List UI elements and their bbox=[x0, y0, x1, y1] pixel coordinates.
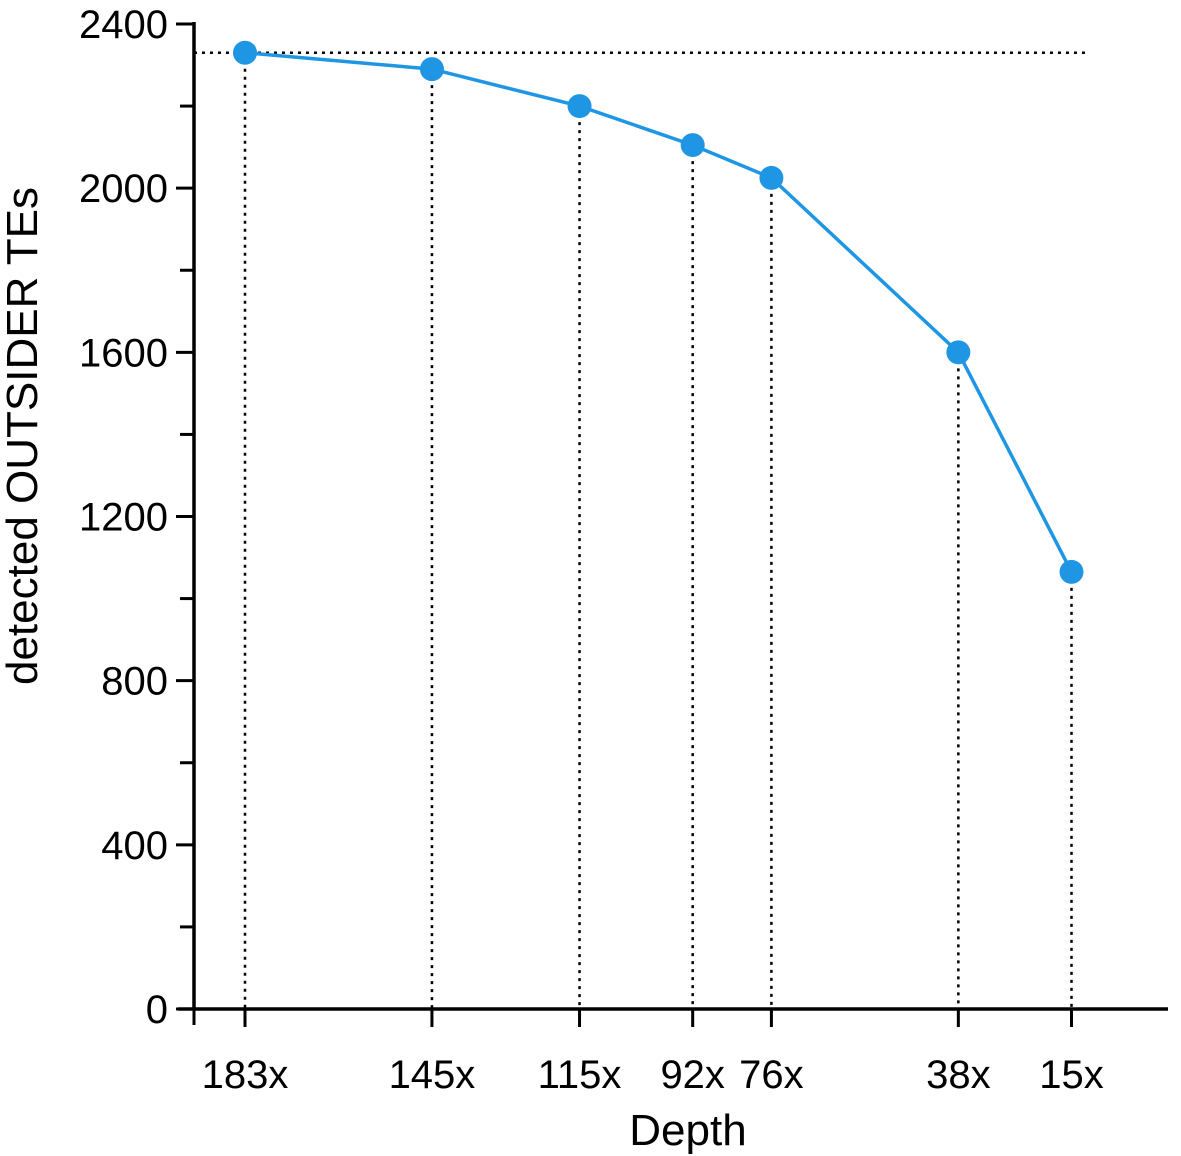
data-point bbox=[567, 94, 592, 119]
x-tick-label: 115x bbox=[538, 1053, 622, 1097]
drop-lines bbox=[243, 52, 1073, 1009]
x-tick-label: 183x bbox=[202, 1053, 289, 1097]
series-group bbox=[244, 50, 1074, 573]
data-point bbox=[946, 340, 971, 365]
data-point bbox=[1059, 559, 1084, 584]
data-point bbox=[680, 133, 705, 158]
x-tick-label: 92x bbox=[660, 1053, 725, 1097]
y-tick-label: 1200 bbox=[79, 496, 168, 540]
axes bbox=[178, 22, 1168, 1011]
y-tick-label: 800 bbox=[101, 660, 168, 704]
y-tick-label: 0 bbox=[146, 988, 168, 1032]
y-axis-ticks: 0 400 800 1200 1600 2000 2400 bbox=[79, 3, 194, 1032]
x-axis-ticks: 183x 145x 115x 92x 76x 38x 15x bbox=[192, 1009, 1104, 1097]
y-tick-label: 400 bbox=[101, 824, 168, 868]
x-tick-label: 15x bbox=[1039, 1053, 1104, 1097]
x-tick-label: 76x bbox=[739, 1053, 804, 1097]
series-line bbox=[244, 50, 1074, 573]
x-tick-label: 38x bbox=[926, 1053, 991, 1097]
y-tick-label: 2400 bbox=[79, 3, 168, 47]
y-tick-label: 1600 bbox=[79, 331, 168, 375]
x-axis-title: Depth bbox=[629, 1106, 746, 1155]
data-point bbox=[419, 57, 444, 82]
y-tick-label: 2000 bbox=[79, 167, 168, 211]
data-point bbox=[233, 40, 257, 65]
x-tick-label: 145x bbox=[389, 1053, 476, 1097]
y-axis-title: detected OUTSIDER TEs bbox=[0, 187, 47, 685]
data-point bbox=[759, 165, 784, 190]
data-points bbox=[233, 40, 1084, 584]
